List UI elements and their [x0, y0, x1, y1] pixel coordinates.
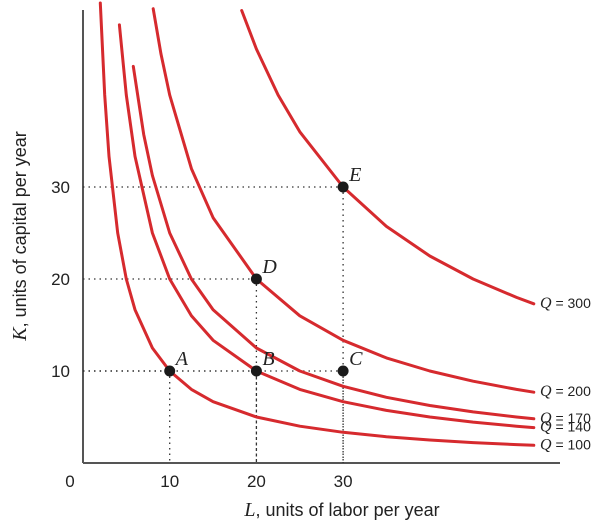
- point-A: [164, 365, 176, 377]
- isoquant-label-5: Q = 300: [540, 295, 591, 312]
- tick-labels: 0 10 20 30 10 20 30: [51, 178, 352, 491]
- x-axis-title: L, units of labor per year: [243, 499, 439, 521]
- y-tick-label-30: 30: [51, 178, 70, 197]
- axes: [82, 10, 560, 464]
- x-tick-label-30: 30: [334, 472, 353, 491]
- point-label-D: D: [261, 256, 277, 278]
- isoquant-label-4: Q = 200: [540, 383, 591, 400]
- isoquant-curve-3: [131, 64, 536, 421]
- point-B: [250, 365, 262, 377]
- y-axis-variable: K: [9, 326, 31, 342]
- y-tick-label-20: 20: [51, 270, 70, 289]
- y-axis-title-text: , units of capital per year: [10, 131, 30, 327]
- x-axis-variable: L: [243, 499, 255, 521]
- point-label-C: C: [349, 348, 363, 370]
- point-label-E: E: [348, 164, 361, 186]
- point-D: [250, 273, 262, 285]
- x-tick-label-20: 20: [247, 472, 266, 491]
- point-E: [337, 181, 349, 193]
- dotted-guides: [83, 186, 344, 463]
- x-tick-label-10: 10: [160, 472, 179, 491]
- y-tick-label-10: 10: [51, 362, 70, 381]
- isoquant-label-1: Q = 100: [540, 436, 591, 453]
- isoquant-label-3: Q = 170: [540, 410, 591, 427]
- y-axis-title: K, units of capital per year: [9, 131, 31, 341]
- origin-label: 0: [65, 472, 74, 491]
- isoquant-curve-1: [98, 1, 536, 447]
- labeled-points: A B C D E: [164, 164, 363, 377]
- point-C: [337, 365, 349, 377]
- isoquant-label-2: Q = 140: [540, 419, 591, 436]
- isoquant-curves: [98, 1, 536, 447]
- point-label-A: A: [174, 348, 189, 370]
- point-label-B: B: [262, 348, 274, 370]
- isoquant-curve-4: [151, 7, 536, 394]
- x-axis-title-text: , units of labor per year: [256, 500, 440, 520]
- isoquant-curve-5: [240, 9, 536, 306]
